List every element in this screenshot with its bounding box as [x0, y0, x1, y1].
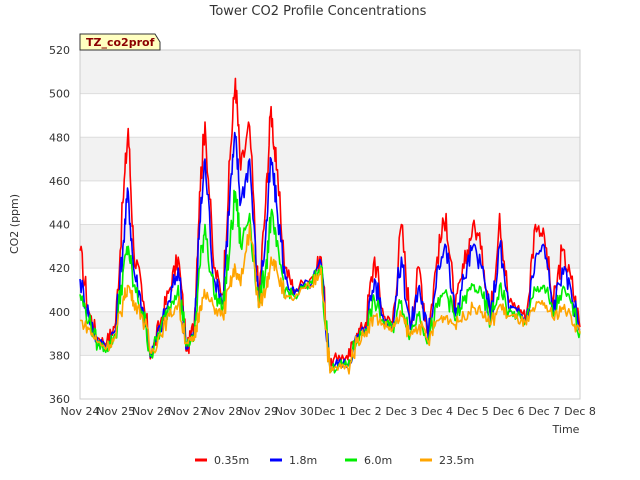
chart-title: Tower CO2 Profile Concentrations: [209, 4, 427, 19]
legend-label: 6.0m: [364, 454, 392, 467]
x-tick-label: Dec 8: [564, 405, 596, 418]
x-tick-label: Nov 30: [275, 405, 314, 418]
y-axis-label: CO2 (ppm): [8, 194, 21, 254]
x-tick-label: Nov 27: [168, 405, 207, 418]
x-tick-label: Dec 4: [421, 405, 453, 418]
x-tick-label: Dec 3: [386, 405, 418, 418]
y-tick-label: 380: [49, 349, 70, 362]
y-tick-label: 400: [49, 306, 70, 319]
legend-label: 1.8m: [289, 454, 317, 467]
x-tick-label: Nov 28: [203, 405, 242, 418]
x-axis-label: Time: [552, 423, 580, 436]
plot-bands: [80, 50, 580, 356]
x-tick-label: Dec 7: [528, 405, 560, 418]
y-tick-label: 480: [49, 131, 70, 144]
badge-label: TZ_co2prof: [86, 36, 155, 49]
x-tick-label: Dec 5: [457, 405, 489, 418]
x-tick-label: Dec 2: [350, 405, 382, 418]
y-axis-ticks: 360 380 400 420 440 460 480 500 520: [49, 44, 70, 406]
plot-band: [80, 137, 580, 181]
legend-label: 23.5m: [439, 454, 474, 467]
x-tick-label: Dec 1: [314, 405, 346, 418]
plot-band: [80, 224, 580, 269]
badge-box: [79, 33, 161, 51]
series-lines: [79, 77, 581, 375]
x-tick-label: Nov 26: [132, 405, 171, 418]
legend-label: 0.35m: [214, 454, 249, 467]
series-line-23.5m: [79, 223, 581, 375]
x-tick-label: Nov 24: [61, 405, 100, 418]
y-tick-label: 420: [49, 262, 70, 275]
x-tick-label: Dec 6: [493, 405, 525, 418]
y-tick-label: 360: [49, 393, 70, 406]
y-tick-label: 520: [49, 44, 70, 57]
legend: 0.35m 1.8m 6.0m 23.5m: [195, 454, 474, 467]
x-tick-label: Nov 25: [96, 405, 135, 418]
y-tick-label: 440: [49, 219, 70, 232]
plot-frame: [79, 49, 581, 400]
y-tick-label: 500: [49, 88, 70, 101]
y-tick-label: 460: [49, 175, 70, 188]
dataset-badge: TZ_co2prof: [79, 33, 161, 51]
plot-band: [80, 50, 580, 94]
plot-band: [80, 311, 580, 356]
x-tick-label: Nov 29: [239, 405, 278, 418]
